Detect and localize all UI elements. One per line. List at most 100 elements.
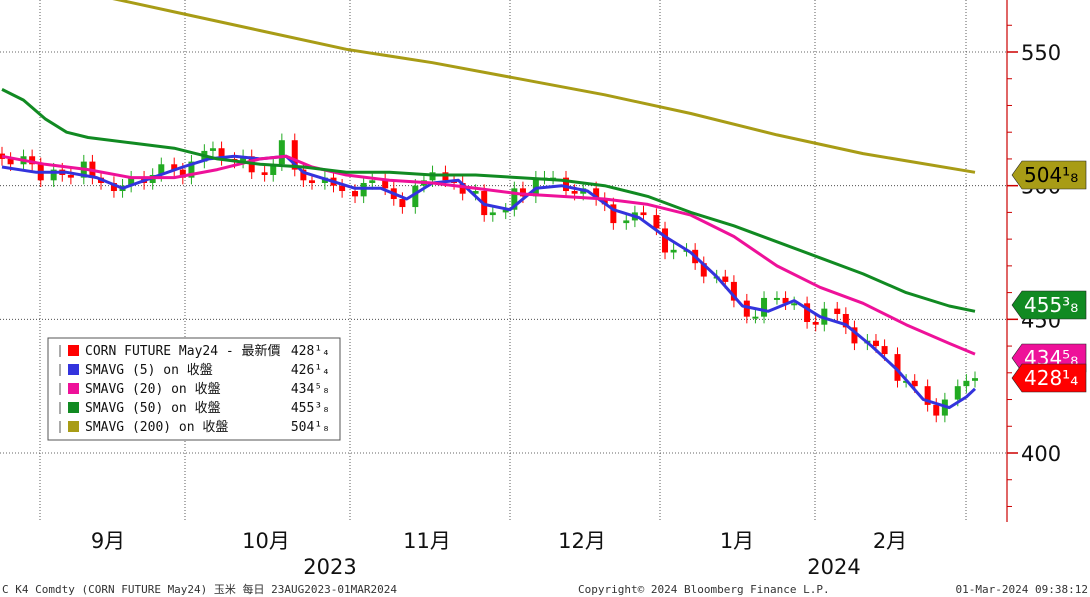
candle-body — [752, 316, 759, 319]
candle-body — [562, 177, 569, 192]
legend-swatch — [68, 364, 79, 375]
candle-body — [610, 204, 617, 224]
candle-body — [369, 180, 376, 183]
candle-body — [593, 188, 600, 200]
month-label: 12月 — [558, 529, 606, 553]
series-line — [1, 154, 977, 410]
footer-ticker: C K4 Comdty (CORN FUTURE May24) 玉米 每日 23… — [2, 582, 397, 596]
candle-body — [188, 161, 195, 178]
legend-series-name: CORN FUTURE May24 - 最新價 — [85, 343, 281, 359]
candle-body — [339, 185, 346, 192]
year-label: 2024 — [807, 555, 860, 579]
candle-body — [653, 215, 660, 229]
price-axis: 550500450400 — [1006, 0, 1061, 522]
candle-body — [730, 281, 737, 301]
chart-legend: CORN FUTURE May24 - 最新價 428¹₄ SMAVG (5) on… — [47, 337, 341, 441]
candle-body — [881, 346, 888, 355]
candle-body — [278, 140, 285, 165]
candle-body — [412, 185, 419, 208]
candle-body — [743, 300, 750, 317]
candle-body — [924, 386, 931, 405]
month-label: 11月 — [403, 529, 451, 553]
series-line — [1, 88, 976, 313]
legend-series-value: 504¹₈ — [291, 420, 330, 435]
month-label: 2月 — [873, 529, 907, 553]
month-label: 10月 — [242, 529, 290, 553]
candle-body — [640, 212, 647, 216]
legend-series-value: 455³₈ — [291, 401, 330, 416]
legend-series-name: SMAVG (200) on 收盤 — [85, 420, 228, 435]
candle-body — [623, 220, 630, 224]
candle-body — [502, 209, 509, 213]
badge-shape — [1011, 290, 1087, 320]
candle-body — [773, 297, 780, 300]
candle-body — [972, 378, 978, 381]
legend-series-name: SMAVG (20) on 收盤 — [85, 382, 221, 397]
candle-body — [911, 380, 918, 387]
legend-swatch — [68, 402, 79, 413]
candle-body — [300, 169, 307, 181]
legend-series-value: 434⁵₈ — [291, 382, 330, 397]
candle-body — [352, 191, 359, 197]
candle-body — [218, 148, 225, 159]
footer: C K4 Comdty (CORN FUTURE May24) 玉米 每日 23… — [2, 582, 1088, 596]
candle-body — [761, 297, 768, 317]
candle-body — [519, 188, 526, 197]
candle-body — [804, 303, 811, 323]
badge-label: 428¹₄ — [1024, 366, 1078, 390]
candle-body — [782, 297, 789, 304]
candle-body — [171, 164, 178, 170]
candle-body — [700, 263, 707, 277]
badge-shape — [1011, 160, 1087, 190]
legend-swatch — [68, 345, 79, 356]
candle-body — [209, 148, 216, 151]
candle-body — [722, 276, 729, 282]
candle-body — [963, 380, 970, 387]
candle-body — [670, 249, 677, 253]
price-badge: 504¹₈ — [1011, 160, 1087, 190]
candle-body — [954, 386, 961, 400]
y-tick-label: 550 — [1021, 41, 1061, 65]
candle-body — [7, 158, 14, 165]
candle-body — [382, 180, 389, 189]
month-label: 1月 — [720, 529, 754, 553]
legend-series-name: SMAVG (5) on 收盤 — [85, 363, 213, 378]
legend-swatch — [68, 421, 79, 432]
candle-body — [128, 177, 135, 186]
candle-body — [489, 212, 496, 216]
candle-body — [291, 140, 298, 170]
candle-body — [834, 308, 841, 314]
candle-body — [308, 180, 315, 183]
candle-body — [933, 404, 940, 416]
legend-series-value: 428¹₄ — [291, 344, 330, 359]
footer-copyright: Copyright© 2024 Bloomberg Finance L.P. — [578, 583, 830, 596]
candle-body — [158, 164, 165, 175]
candle-body — [50, 169, 57, 181]
candle-body — [459, 182, 466, 194]
series-line — [112, 0, 976, 174]
candle-body — [571, 191, 578, 194]
candle-body — [67, 174, 74, 178]
candle-body — [29, 156, 36, 165]
candle-body — [511, 188, 518, 210]
time-axis: 9月 10月 11月 12月 1月 2月 2023 2024 — [91, 529, 907, 579]
series-line — [1, 154, 976, 356]
candle-body — [662, 228, 669, 253]
candle-body — [179, 169, 186, 178]
candle-body — [110, 182, 117, 192]
chart-grid — [0, 0, 1006, 522]
month-label: 9月 — [91, 529, 125, 553]
candle-body — [270, 164, 277, 175]
candle-body — [399, 199, 406, 208]
year-label: 2023 — [303, 555, 356, 579]
candle-body — [261, 172, 268, 175]
badge-shape — [1011, 363, 1087, 393]
moving-average-lines — [1, 0, 977, 410]
candle-body — [812, 322, 819, 325]
legend-box — [47, 337, 341, 441]
price-badge: 455³₈ — [1011, 290, 1087, 320]
y-tick-label: 400 — [1021, 442, 1061, 466]
candle-body — [872, 340, 879, 347]
